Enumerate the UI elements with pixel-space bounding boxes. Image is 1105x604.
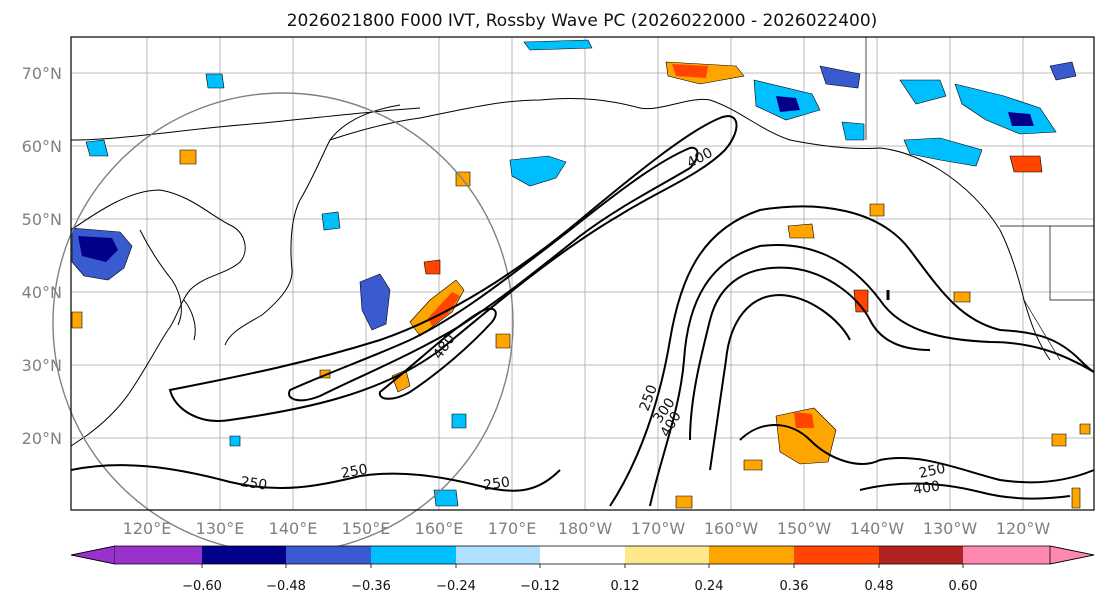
colorbar-segment [625, 546, 709, 564]
colorbar-segment [879, 546, 963, 564]
longitude-label: 180°W [558, 519, 613, 538]
positive-anomaly-patch [675, 495, 693, 509]
negative-anomaly-patch [321, 211, 341, 231]
graticule [71, 37, 1094, 510]
colorbar-segment [709, 546, 794, 564]
borders [865, 37, 1094, 361]
positive-anomaly-patch [794, 412, 814, 428]
positive-anomaly-patch [1071, 487, 1081, 509]
longitude-label: 140°W [850, 519, 905, 538]
colorbar-tick-label: 0.12 [611, 579, 640, 594]
contour-label: 250 [918, 461, 947, 482]
colorbar-tick-label: −0.60 [182, 579, 222, 594]
negative-anomaly-patch [509, 155, 567, 187]
negative-anomaly-patch [899, 79, 947, 105]
contour-label: 250 [482, 474, 511, 494]
longitude-label: 170°W [631, 519, 686, 538]
figure-title: 2026021800 F000 IVT, Rossby Wave PC (202… [287, 11, 878, 31]
negative-anomaly-patch [359, 273, 391, 331]
colorbar-segment [963, 546, 1050, 564]
colorbar-outline [70, 545, 1095, 565]
colorbar-tick-label: 0.24 [695, 579, 724, 594]
colorbar-tick-label: −0.24 [436, 579, 476, 594]
latitude-label: 70°N [22, 64, 62, 83]
positive-anomaly-patch [423, 259, 441, 275]
latitude-label: 20°N [22, 429, 62, 448]
positive-anomaly-patch [953, 291, 971, 303]
negative-anomaly-patch [85, 139, 109, 157]
longitude-label: 160°W [704, 519, 759, 538]
contour-label: 250 [340, 462, 369, 482]
colorbar-segment [794, 546, 879, 564]
latitude-label: 40°N [22, 283, 62, 302]
contour-label: 250 [239, 474, 268, 494]
negative-anomaly-patch [78, 236, 118, 262]
longitude-label: 140°E [269, 519, 318, 538]
positive-anomaly-patch [787, 223, 815, 239]
contour-label: 400 [912, 478, 941, 498]
colorbar: −0.60 −0.48 −0.36 −0.24 −0.12 0.12 0.24 0.36 0.4… [70, 545, 1095, 594]
positive-anomaly-patch [1079, 423, 1091, 435]
colorbar-extend-low [70, 545, 116, 565]
colorbar-segment [202, 546, 286, 564]
longitude-label: 120°W [996, 519, 1051, 538]
longitude-label: 120°E [123, 519, 172, 538]
positive-anomaly-patch [743, 459, 763, 471]
longitude-label: 170°E [488, 519, 537, 538]
map-panel: 400 480 250 300 400 250 250 250 250 400 [52, 36, 1095, 554]
negative-anomaly-patch [229, 435, 241, 447]
longitude-label: 130°W [923, 519, 978, 538]
colorbar-extend-high [1049, 545, 1095, 565]
longitude-label: 150°E [342, 519, 391, 538]
coastlines [70, 97, 1051, 447]
colorbar-segment [371, 546, 456, 564]
colorbar-segment [456, 546, 540, 564]
negative-anomaly-patch [1049, 61, 1077, 81]
colorbar-tick-label: 0.60 [949, 579, 978, 594]
negative-anomaly-patch [1008, 112, 1034, 126]
colorbar-segment [540, 546, 625, 564]
latitude-label: 30°N [22, 356, 62, 375]
colorbar-segment [115, 546, 202, 564]
positive-anomaly-patch [869, 203, 885, 217]
positive-anomaly-patch [71, 311, 83, 329]
map-frame [70, 36, 1095, 511]
positive-anomaly-patch [1051, 433, 1067, 447]
colorbar-tick-label: 0.48 [865, 579, 894, 594]
longitude-axis: 120°E 130°E 140°E 150°E 160°E 170°E 180°W 170°W… [123, 519, 1051, 538]
latitude-label: 50°N [22, 210, 62, 229]
negative-anomaly-patch [776, 96, 800, 112]
ivt-contours [70, 115, 1095, 507]
colorbar-tick-label: −0.36 [351, 579, 391, 594]
longitude-label: 160°E [415, 519, 464, 538]
negative-anomaly-patch [433, 489, 459, 507]
latitude-axis: 70°N 60°N 50°N 40°N 30°N 20°N [22, 64, 62, 448]
positive-anomaly-patch [853, 289, 869, 313]
colorbar-tick-label: −0.12 [520, 579, 560, 594]
latitude-label: 60°N [22, 137, 62, 156]
positive-anomaly-patch [672, 64, 708, 78]
colorbar-segment [286, 546, 371, 564]
positive-anomaly-patch [495, 333, 511, 349]
longitude-label: 130°E [196, 519, 245, 538]
negative-anomaly-patch [523, 39, 593, 51]
negative-anomaly-patch [205, 73, 225, 89]
positive-anomaly-patch [179, 149, 197, 165]
negative-anomaly-patch [841, 121, 865, 141]
positive-anomaly-patch [1009, 155, 1043, 173]
longitude-label: 150°W [777, 519, 832, 538]
colorbar-tick-label: −0.48 [266, 579, 306, 594]
negative-anomaly-patch [903, 137, 983, 167]
negative-anomaly-patch [451, 413, 467, 429]
colorbar-tick-label: 0.36 [780, 579, 809, 594]
negative-anomaly-patch [819, 65, 861, 89]
